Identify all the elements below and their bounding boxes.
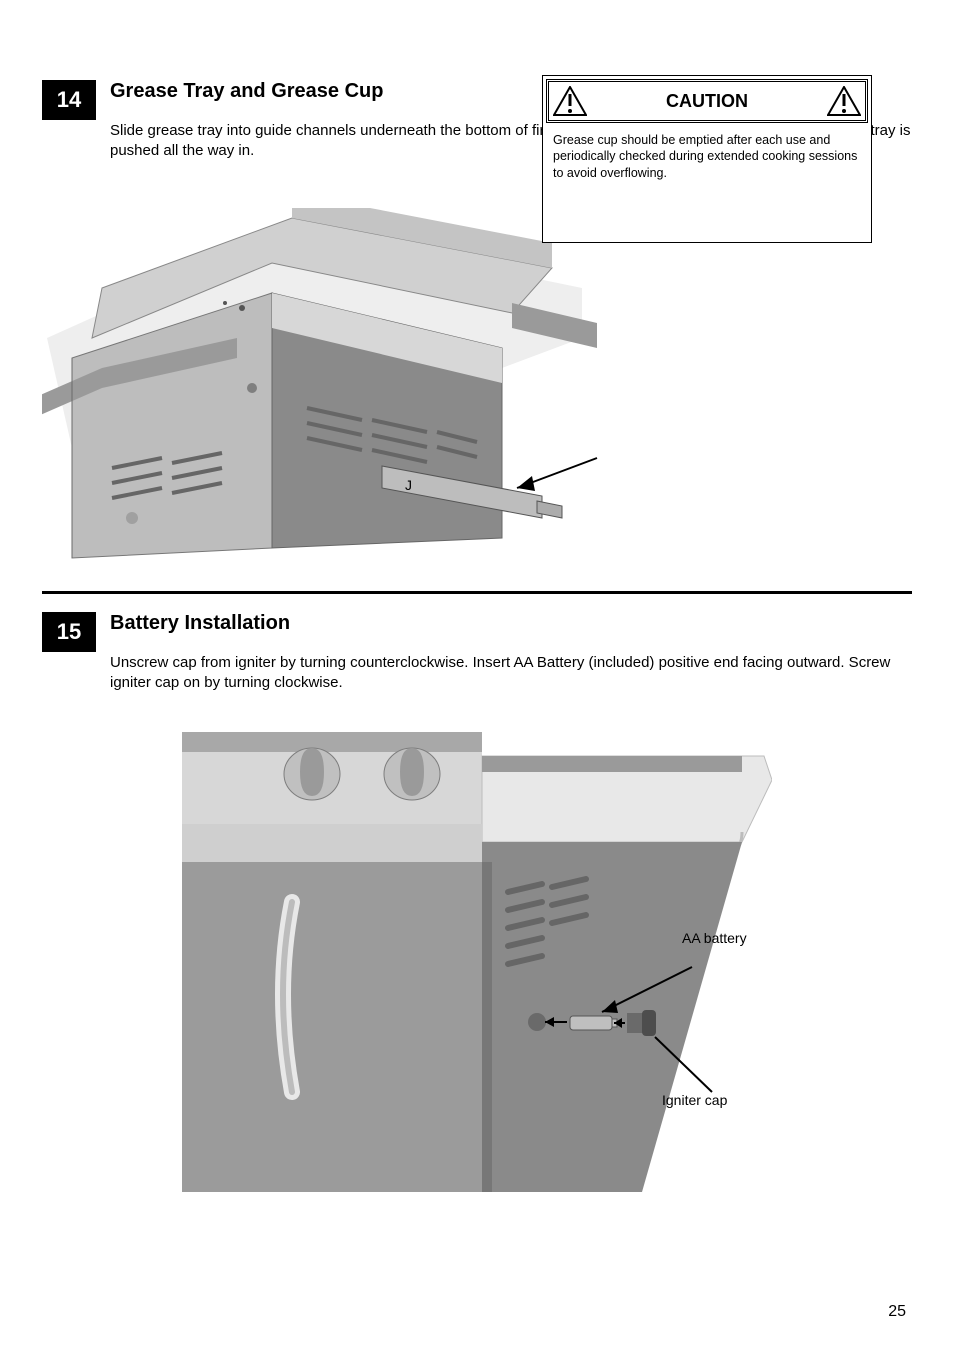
page-number: 25	[888, 1303, 906, 1321]
caution-box: CAUTION Grease cup should be emptied aft…	[542, 75, 872, 243]
step14-number: 14	[57, 87, 81, 113]
caution-body: Grease cup should be emptied after each …	[543, 126, 871, 187]
step14-section: 14 Grease Tray and Grease Cup Slide grea…	[42, 80, 912, 573]
step15-title: Battery Installation	[110, 612, 912, 635]
step15-badge: 15	[42, 612, 96, 652]
caution-heading: CAUTION	[587, 91, 827, 112]
knob-icon	[284, 748, 340, 800]
warning-icon-left	[553, 86, 587, 116]
caution-head: CAUTION	[546, 79, 868, 123]
step15-section: 15 Battery Installation Unscrew cap from…	[42, 612, 912, 1192]
step15-text: Battery Installation Unscrew cap from ig…	[110, 612, 912, 692]
cap-label: Igniter cap	[662, 1092, 727, 1108]
step15-body: Unscrew cap from igniter by turning coun…	[110, 653, 912, 692]
step14-badge: 14	[42, 80, 96, 120]
battery-label: AA battery	[682, 930, 747, 946]
warning-icon-right	[827, 86, 861, 116]
knob-icon	[384, 748, 440, 800]
section-divider	[42, 591, 912, 594]
step15-number: 15	[57, 619, 81, 645]
step15-figure: AA battery Igniter cap	[182, 732, 772, 1192]
step15-figure-wrap: AA battery Igniter cap	[42, 732, 912, 1192]
step14-figure: J	[42, 208, 602, 573]
step14-figure-label: J	[405, 477, 412, 493]
step15-header: 15 Battery Installation Unscrew cap from…	[42, 612, 912, 692]
